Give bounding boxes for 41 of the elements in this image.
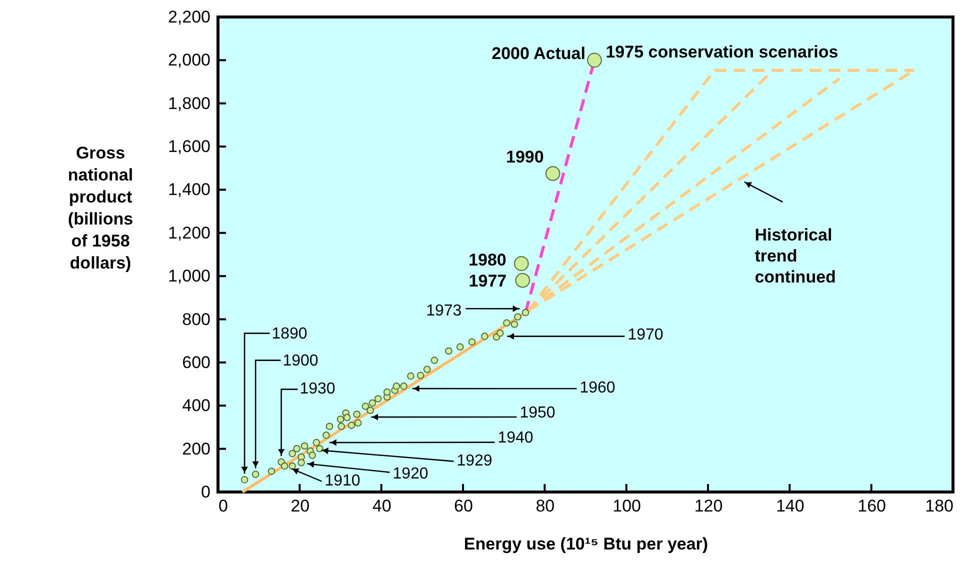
annotation: 1929 [456, 452, 492, 470]
annotation: 1920 [392, 465, 428, 482]
annotation: 1940 [498, 429, 534, 446]
y-tick-label: 1,800 [168, 94, 210, 113]
x-tick-label: 120 [694, 496, 723, 516]
x-tick-label: 100 [612, 496, 642, 516]
x-axis-title: Energy use (10¹⁵ Btu per year) [464, 534, 708, 554]
annotation: 1980 [468, 250, 506, 270]
y-tick-label: 1,000 [168, 266, 210, 286]
annotation: 1950 [520, 404, 556, 422]
y-tick-label: 1,400 [168, 180, 210, 200]
x-tick-label: 140 [776, 496, 804, 516]
x-tick-label: 20 [290, 496, 310, 516]
y-axis-title: Gross national product (billions of 1958 dollars) [68, 144, 134, 272]
annotation: 1970 [628, 326, 664, 344]
x-tick-label: 60 [454, 496, 473, 516]
x-tick-label: 40 [372, 496, 392, 516]
y-tick-label: 2,000 [168, 50, 210, 70]
y-tick-label: 0 [201, 482, 210, 502]
annotation: 1990 [506, 148, 544, 167]
x-tick-label: 0 [218, 496, 228, 516]
annotation: Historical trend continued [754, 225, 836, 286]
y-tick-label: 800 [182, 310, 210, 329]
y-tick-label: 2,200 [168, 8, 210, 26]
annotation: 1910 [324, 472, 360, 490]
y-tick-label: 600 [182, 352, 210, 372]
annotation: 1977 [468, 271, 507, 290]
x-tick-label: 80 [536, 496, 555, 516]
x-tick-label: 180 [925, 496, 954, 516]
annotation: 1890 [272, 325, 308, 342]
annotation: 2000 Actual [492, 44, 586, 64]
x-tick-label: 160 [858, 496, 886, 516]
annotation: 1960 [580, 379, 616, 396]
y-tick-label: 400 [182, 396, 210, 416]
y-tick-label: 1,600 [168, 137, 210, 156]
annotation: 1975 conservation scenarios [606, 42, 838, 62]
y-tick-label: 200 [182, 439, 210, 458]
y-tick-label: 1,200 [168, 223, 210, 242]
annotation: 1973 [426, 302, 462, 320]
annotation: 1900 [282, 352, 318, 370]
annotation: 1930 [300, 380, 336, 398]
